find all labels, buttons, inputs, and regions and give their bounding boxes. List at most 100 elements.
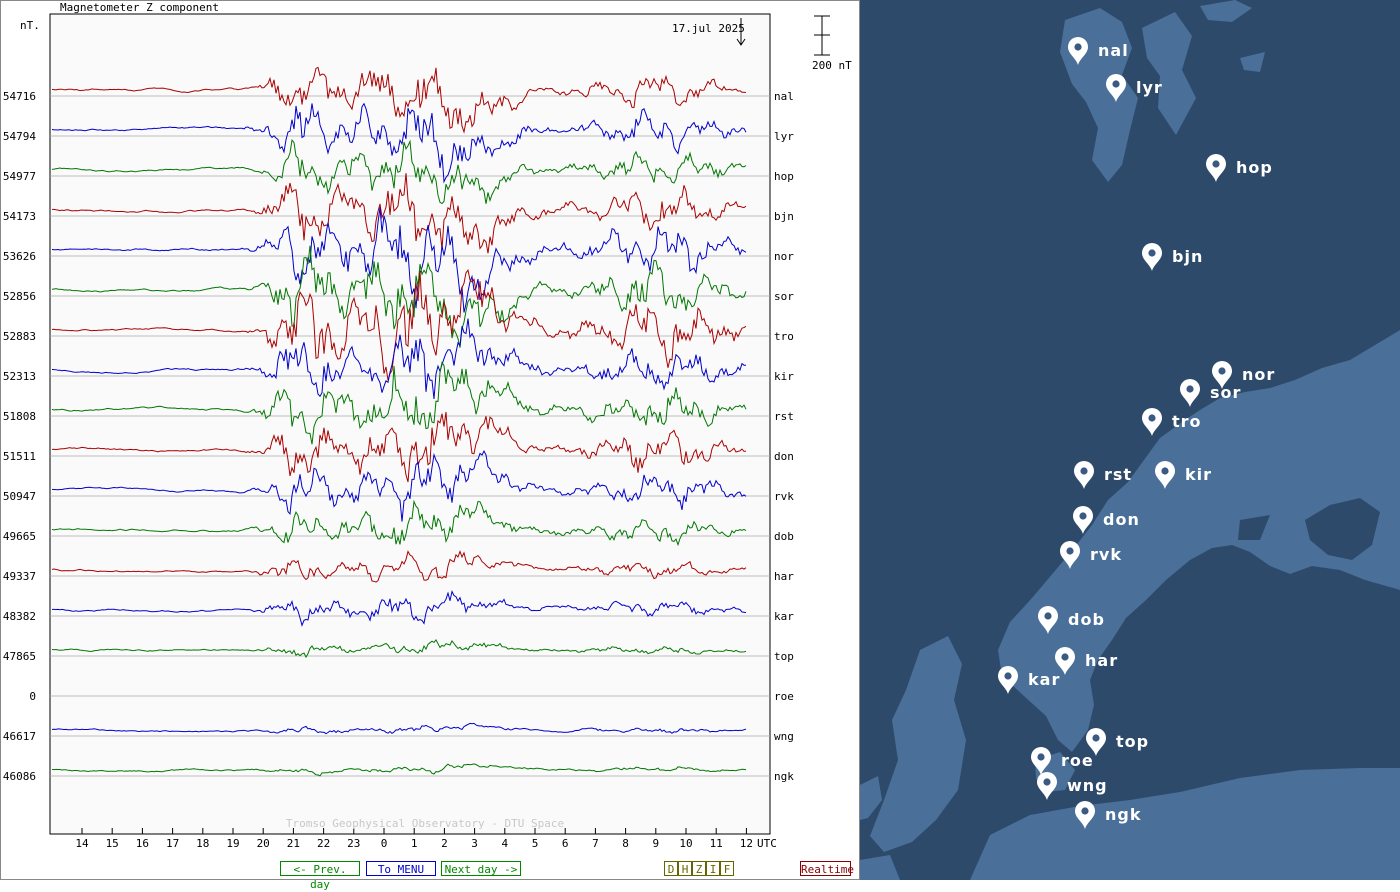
station-pin-label: hop (1236, 158, 1273, 177)
station-pin-label: nal (1098, 41, 1129, 60)
series-line-hop (51, 139, 747, 205)
x-tick-label: 3 (471, 837, 478, 850)
station-pin-label: ngk (1105, 805, 1141, 824)
baseline-label: 52313 (3, 370, 36, 383)
station-pin-lyr[interactable]: lyr (1106, 74, 1163, 102)
map-pin-dot (1037, 753, 1045, 761)
series-line-sor (51, 245, 747, 348)
series-line-ngk (51, 763, 747, 777)
station-code-label: kir (774, 370, 794, 383)
map-pin-dot (1186, 385, 1194, 393)
x-tick-label: 14 (75, 837, 89, 850)
next-day-button[interactable]: Next day -> (441, 861, 521, 876)
series-line-kir (51, 318, 747, 400)
station-code-label: ngk (774, 770, 794, 783)
baseline-label: 54977 (3, 170, 36, 183)
x-tick-label: 7 (592, 837, 599, 850)
baseline-label: 49665 (3, 530, 36, 543)
map-pin-icon (1206, 154, 1226, 182)
station-pin-bjn[interactable]: bjn (1142, 243, 1203, 271)
gridlines (50, 95, 770, 777)
station-pin-hop[interactable]: hop (1206, 154, 1273, 182)
station-code-label: sor (774, 290, 794, 303)
series-line-wng (51, 722, 747, 735)
map-pin-icon (1142, 243, 1162, 271)
map-pin-icon (1038, 606, 1058, 634)
station-pin-roe[interactable]: roe (1031, 747, 1094, 775)
station-pin-label: top (1116, 732, 1149, 751)
station-pin-kar[interactable]: kar (998, 666, 1060, 694)
station-pin-label: kar (1028, 670, 1060, 689)
x-tick-label: 20 (257, 837, 270, 850)
station-pin-dob[interactable]: dob (1038, 606, 1105, 634)
component-d-button[interactable]: D (664, 861, 678, 876)
x-tick-label: 9 (652, 837, 659, 850)
station-pin-label: nor (1242, 365, 1275, 384)
x-tick-label: 17 (166, 837, 179, 850)
map-pin-dot (1092, 734, 1100, 742)
baseline-label: 48382 (3, 610, 36, 623)
station-pin-label: rvk (1090, 545, 1122, 564)
baseline-label: 47865 (3, 650, 36, 663)
station-code-label: dob (774, 530, 794, 543)
station-pin-top[interactable]: top (1086, 728, 1149, 756)
component-z-button[interactable]: Z (692, 861, 706, 876)
station-pin-label: tro (1172, 412, 1202, 431)
station-pin-nor[interactable]: nor (1212, 361, 1275, 389)
x-tick-label: 10 (679, 837, 692, 850)
baseline-label: 53626 (3, 250, 36, 263)
x-tick-label: 5 (532, 837, 539, 850)
map-pin-dot (1081, 807, 1089, 815)
prev-day-button[interactable]: <- Prev. day (280, 861, 360, 891)
station-pin-sor[interactable]: sor (1180, 379, 1241, 407)
map-pin-dot (1161, 467, 1169, 475)
x-tick-label: 12 (740, 837, 753, 850)
series-line-tro (51, 269, 747, 381)
x-tick-label: 22 (317, 837, 330, 850)
map-pin-dot (1061, 653, 1069, 661)
chart-title: Magnetometer Z component (60, 1, 219, 14)
baseline-label: 51511 (3, 450, 36, 463)
x-tick-label: 21 (287, 837, 300, 850)
station-code-label: roe (774, 690, 794, 703)
map-pin-dot (1212, 160, 1220, 168)
baseline-labels: 54716 54794 54977 54173 53626 52856 52883 52313… (3, 90, 36, 783)
map-pin-icon (1142, 408, 1162, 436)
station-pin-rst[interactable]: rst (1074, 461, 1132, 489)
map-pin-icon (1055, 647, 1075, 675)
x-tick-label: 11 (710, 837, 723, 850)
date-arrow (736, 18, 746, 46)
baseline-label: 46086 (3, 770, 36, 783)
scale-bar (814, 15, 830, 56)
station-pin-label: roe (1061, 751, 1094, 770)
x-tick-label: 19 (226, 837, 239, 850)
station-code-label: rvk (774, 490, 794, 503)
series-line-lyr (51, 102, 747, 184)
map-pin-dot (1066, 547, 1074, 555)
station-pin-kir[interactable]: kir (1155, 461, 1212, 489)
realtime-button[interactable]: Realtime (800, 861, 854, 876)
station-pin-label: rst (1104, 465, 1132, 484)
map-pin-icon (1155, 461, 1175, 489)
series-line-nal (51, 66, 747, 134)
scale-label: 200 nT (812, 59, 852, 72)
x-tick-label: 2 (441, 837, 448, 850)
component-f-button[interactable]: F (720, 861, 734, 876)
station-pin-har[interactable]: har (1055, 647, 1118, 675)
station-pin-tro[interactable]: tro (1142, 408, 1202, 436)
station-pin-label: lyr (1136, 78, 1163, 97)
menu-button[interactable]: To MENU (366, 861, 436, 876)
map-pin-icon (1106, 74, 1126, 102)
series-line-rst (51, 361, 747, 445)
station-pin-nal[interactable]: nal (1068, 37, 1129, 65)
station-code-label: bjn (774, 210, 794, 223)
station-pin-wng[interactable]: wng (1037, 772, 1108, 800)
station-pin-ngk[interactable]: ngk (1075, 801, 1141, 829)
x-tick-label: 4 (501, 837, 508, 850)
component-h-button[interactable]: H (678, 861, 692, 876)
map-pin-dot (1044, 612, 1052, 620)
component-i-button[interactable]: I (706, 861, 720, 876)
station-pin-don[interactable]: don (1073, 506, 1140, 534)
station-pin-rvk[interactable]: rvk (1060, 541, 1122, 569)
